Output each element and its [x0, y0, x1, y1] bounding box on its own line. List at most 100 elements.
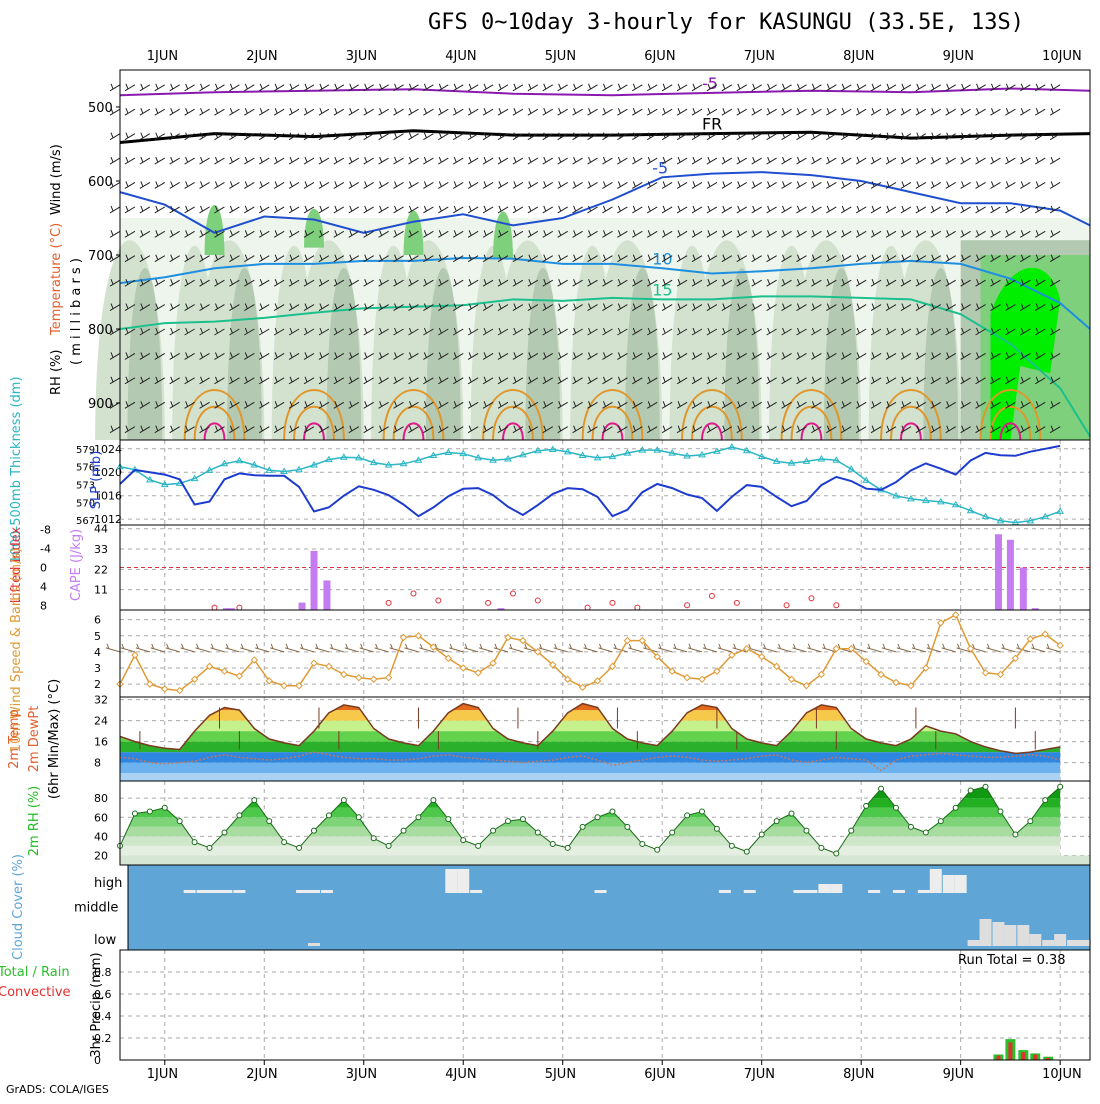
wind-barb	[557, 303, 568, 312]
temp-contour-label: -5	[702, 74, 718, 93]
wind10m-tick-label: 6	[94, 614, 101, 627]
wind-barb	[1005, 303, 1016, 312]
wind10m-barb	[1031, 643, 1046, 653]
wind-barb	[288, 230, 300, 238]
wind-barb	[826, 83, 837, 92]
wind-barb	[363, 352, 374, 360]
wind-barb	[796, 181, 807, 189]
li-tick-label: 4	[40, 580, 47, 593]
wind10m-barb	[792, 643, 807, 653]
wind-barb	[975, 278, 986, 287]
wind-barb	[1034, 376, 1046, 385]
wind-barb	[378, 83, 389, 92]
wind-barb	[184, 156, 195, 165]
bottom-date-label: 8JUN	[843, 1067, 874, 1082]
wind10m-point	[444, 654, 453, 663]
wind-barb	[438, 327, 449, 336]
wind10m-point	[892, 678, 900, 687]
wind-barb	[676, 108, 688, 116]
wind-barb	[632, 254, 643, 263]
wind10m-barb	[150, 643, 165, 653]
wind-barb	[691, 132, 703, 141]
wind-barb	[258, 230, 270, 238]
cape-bar	[1031, 608, 1039, 610]
temp2m-band	[120, 741, 1061, 753]
wind-barb	[467, 181, 479, 189]
wind-barb	[258, 376, 270, 385]
wind-barb	[826, 425, 837, 434]
temp-contour-arch	[800, 422, 823, 441]
cloud-high-bar	[805, 890, 818, 893]
rh2m-ylabel: 2m RH (%)	[27, 786, 42, 857]
rh2m-point	[370, 835, 377, 842]
wind-barb	[587, 254, 598, 263]
wind-barb	[661, 352, 673, 360]
li-tick-label: 8	[40, 599, 47, 612]
wind-barb	[124, 254, 136, 263]
wind-barb	[1049, 156, 1061, 165]
wind-barb	[900, 303, 912, 312]
wind10m-point	[310, 659, 318, 667]
wind10m-point	[951, 611, 960, 619]
wind-barb	[1034, 205, 1046, 214]
wind-barb	[303, 303, 315, 312]
cloud-low-bar	[1029, 934, 1042, 946]
wind-barb	[796, 230, 807, 238]
wind-barb	[646, 156, 658, 165]
wind-barb	[408, 132, 419, 141]
thickness-point	[459, 449, 468, 457]
wind10m-barb	[911, 643, 926, 653]
rh2m-point	[639, 841, 646, 847]
temp2m-panel: 8 16 24 32	[94, 694, 1090, 781]
precip-legend-conv: Convective	[0, 985, 71, 1000]
wind-barb	[258, 132, 270, 141]
wind10m-barb	[299, 643, 315, 653]
wind-barb	[154, 303, 166, 312]
wind-barb	[169, 401, 180, 409]
wind-barb	[557, 83, 568, 92]
cloud-low-bar	[1067, 940, 1080, 946]
wind-barb	[617, 278, 628, 287]
thickness-point	[265, 466, 274, 473]
wind-barb	[333, 303, 345, 312]
wind-barb	[885, 132, 897, 141]
wind-barb	[258, 425, 270, 434]
wind10m-point	[713, 667, 721, 675]
wind-barb	[124, 425, 136, 434]
wind-barb	[706, 205, 718, 214]
rh-shading-saturated	[990, 267, 1061, 440]
wind-barb	[646, 376, 658, 385]
wind-barb	[109, 156, 121, 165]
rh-shading-band	[425, 267, 461, 440]
wind-barb	[646, 278, 658, 287]
wind-barb	[840, 181, 852, 189]
wind10m-point	[638, 636, 647, 645]
cloud-high-bar	[457, 869, 470, 893]
wind-barb	[840, 83, 852, 92]
wind-barb	[632, 83, 643, 92]
wind-barb	[303, 156, 315, 165]
thickness-point	[235, 456, 244, 464]
wind-barb	[811, 205, 822, 214]
wind-barb	[587, 303, 598, 312]
wind10m-barb	[777, 643, 792, 653]
wind10m-barb	[658, 643, 673, 653]
wind10m-barb	[538, 643, 553, 653]
wind-barb	[512, 108, 524, 116]
wind-barb	[333, 205, 345, 214]
wind-barb	[169, 425, 180, 434]
temp-contours-lowlevel	[183, 389, 1042, 441]
thickness-point	[892, 491, 900, 499]
wind-barb	[796, 376, 807, 385]
temp-contour-label: -5	[652, 158, 668, 177]
wind-barb	[109, 181, 121, 189]
wind10m-barb	[687, 643, 703, 653]
rh2m-point	[893, 804, 899, 811]
wind10m-bg	[120, 610, 1090, 697]
wind-barb	[288, 327, 300, 336]
rh2m-band	[120, 826, 1061, 837]
thickness-point	[489, 456, 497, 463]
wind10m-barb	[404, 643, 419, 653]
wind-barb	[826, 401, 837, 409]
li-point	[808, 595, 815, 602]
